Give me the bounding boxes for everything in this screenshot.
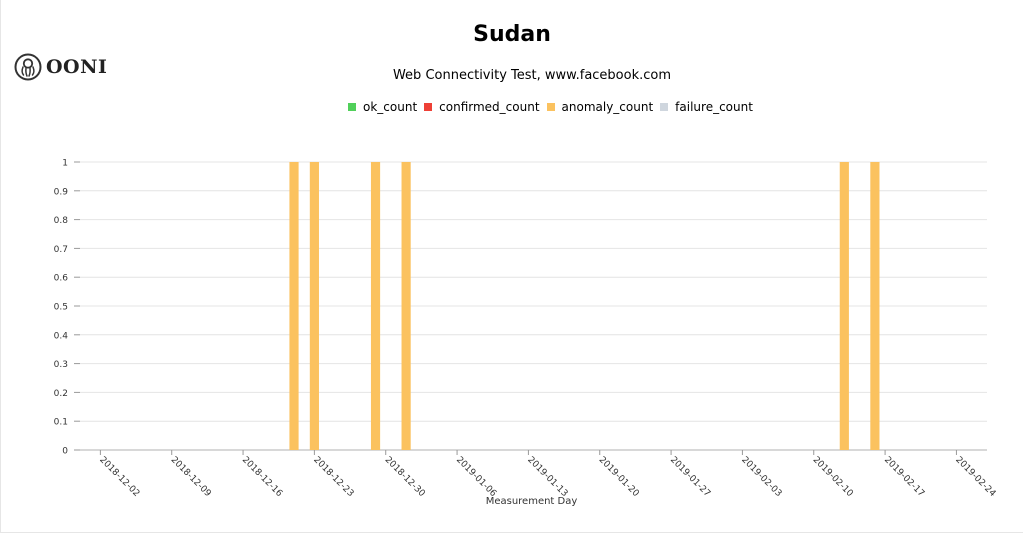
x-tick-label: 2018-12-09 — [169, 455, 213, 499]
x-tick-label: 2019-01-13 — [525, 455, 569, 499]
x-tick-label: 2019-02-17 — [882, 455, 926, 499]
legend-label-failure: failure_count — [675, 100, 753, 114]
octopus-icon — [14, 53, 42, 81]
x-tick-label: 2018-12-30 — [383, 455, 427, 499]
legend-label-confirmed: confirmed_count — [439, 100, 540, 114]
bar-anomaly_count — [370, 162, 381, 450]
y-tick-label: 0.7 — [54, 245, 68, 255]
chart-title: Sudan — [473, 22, 551, 47]
chart-subtitle: Web Connectivity Test, www.facebook.com — [392, 68, 672, 83]
legend-swatch-failure — [660, 103, 669, 111]
x-tick-label: 2019-01-20 — [597, 455, 641, 499]
x-tick-label: 2018-12-23 — [311, 455, 355, 499]
bar-anomaly_count — [309, 162, 319, 450]
x-tick-label: 2019-02-10 — [811, 455, 855, 499]
y-tick-label: 1 — [62, 159, 68, 169]
x-tick-label: 2018-12-02 — [97, 455, 141, 499]
legend-item-failure[interactable]: failure_count — [660, 100, 753, 114]
y-tick-label: 0 — [62, 447, 68, 457]
y-tick-label: 0.5 — [54, 303, 68, 313]
y-tick-label: 0.6 — [54, 274, 69, 284]
bar-anomaly_count — [401, 162, 411, 450]
legend-swatch-confirmed — [424, 103, 433, 111]
legend-label-anomaly: anomaly_count — [561, 100, 654, 114]
x-tick-label: 2019-01-27 — [668, 455, 712, 499]
x-tick-label: 2019-02-03 — [739, 455, 783, 499]
logo-text: OONI — [46, 56, 108, 78]
y-tick-label: 0.3 — [54, 360, 68, 370]
chart-legend: ok_count confirmed_count anomaly_count f… — [348, 100, 760, 114]
legend-label-ok: ok_count — [363, 100, 418, 114]
bar-anomaly_count — [289, 162, 299, 450]
bar-anomaly_count — [870, 162, 880, 450]
y-tick-label: 0.1 — [54, 418, 68, 428]
x-tick-label: 2018-12-16 — [240, 455, 284, 499]
legend-item-anomaly[interactable]: anomaly_count — [546, 100, 654, 114]
y-tick-label: 0.4 — [54, 331, 69, 341]
legend-item-ok[interactable]: ok_count — [348, 100, 417, 114]
y-tick-label: 0.8 — [54, 216, 69, 226]
x-axis-label: Measurement Day — [486, 496, 578, 507]
legend-swatch-anomaly — [546, 103, 555, 111]
y-tick-label: 0.2 — [54, 389, 68, 399]
x-tick-label: 2019-02-24 — [953, 455, 997, 499]
bar-anomaly_count — [839, 162, 849, 450]
x-tick-label: 2019-01-06 — [454, 455, 498, 499]
legend-item-confirmed[interactable]: confirmed_count — [424, 100, 540, 114]
ooni-logo[interactable]: OONI — [14, 53, 107, 81]
y-tick-label: 0.9 — [54, 187, 69, 197]
legend-swatch-ok — [348, 103, 356, 111]
